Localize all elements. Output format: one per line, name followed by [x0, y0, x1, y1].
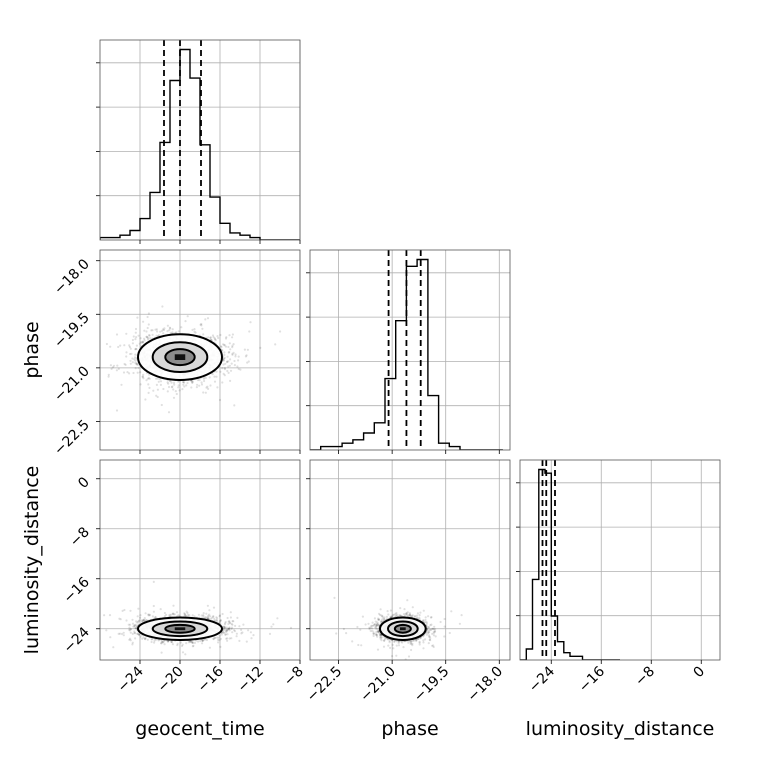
panel-frame: [99, 39, 301, 241]
x-axis-label: geocent_time: [135, 718, 264, 740]
x-tick-label: −24: [115, 663, 147, 695]
x-tick-label: −8: [632, 664, 658, 690]
density-peak: [400, 627, 406, 631]
y-axis-luminosity_distance: −24 −16 −8 0 luminosity_distance: [21, 466, 100, 656]
y-axis-label: phase: [21, 321, 43, 378]
x-tick-label: −16: [195, 663, 227, 695]
x-tick-label: −24: [526, 663, 558, 695]
histogram-luminosity_distance: [520, 468, 620, 660]
x-tick-label: −21.0: [357, 664, 399, 706]
marginal-panel-luminosity_distance: [516, 459, 721, 661]
x-axis-label: luminosity_distance: [526, 718, 715, 740]
x-axis-geocent_time: −24 −20 −16 −12 −8 geocent_time: [115, 660, 307, 740]
panel-frame: [519, 459, 721, 661]
y-axis-phase: −22.5 −21.0 −19.5 −18.0 phase: [21, 256, 100, 459]
y-tick-label: −22.5: [51, 417, 93, 459]
y-tick-label: −19.5: [51, 310, 93, 352]
x-axis-luminosity_distance: −24 −16 −8 0 luminosity_distance: [526, 660, 715, 740]
panel-frame: [99, 249, 301, 451]
x-axis-label: phase: [381, 718, 438, 740]
joint-panel-geocent_time-luminosity_distance: [99, 459, 301, 661]
joint-panel-content: [100, 250, 300, 450]
marginal-panel-phase: [306, 249, 511, 451]
x-tick-label: 0: [690, 664, 708, 682]
panel-frame: [99, 459, 301, 661]
y-tick-label: −16: [61, 574, 93, 606]
joint-panel-geocent_time-phase: [99, 249, 301, 451]
histogram-phase: [310, 258, 503, 450]
y-tick-label: −24: [61, 624, 93, 656]
density-peak: [174, 627, 186, 631]
marginal-panel-geocent_time: [96, 39, 301, 241]
joint-panel-content: [100, 460, 300, 660]
x-axis-phase: −22.5 −21.0 −19.5 −18.0 phase: [304, 660, 506, 740]
density-peak: [174, 354, 186, 360]
joint-panel-content: [310, 460, 510, 660]
x-tick-label: −16: [576, 663, 608, 695]
x-tick-label: −19.5: [411, 664, 453, 706]
y-axis-label: luminosity_distance: [21, 466, 43, 655]
y-tick-label: −21.0: [51, 363, 93, 405]
x-tick-label: −20: [155, 664, 187, 696]
panel-frame: [309, 249, 511, 451]
x-tick-label: −22.5: [304, 664, 346, 706]
x-tick-label: −12: [235, 664, 267, 696]
histogram-geocent_time: [100, 48, 300, 240]
panel-frame: [309, 459, 511, 661]
x-tick-label: −8: [281, 664, 307, 690]
x-tick-label: −18.0: [464, 664, 506, 706]
y-tick-label: 0: [75, 474, 93, 492]
y-tick-label: −8: [67, 524, 93, 550]
y-tick-label: −18.0: [51, 256, 93, 298]
joint-panel-phase-luminosity_distance: [309, 459, 511, 661]
